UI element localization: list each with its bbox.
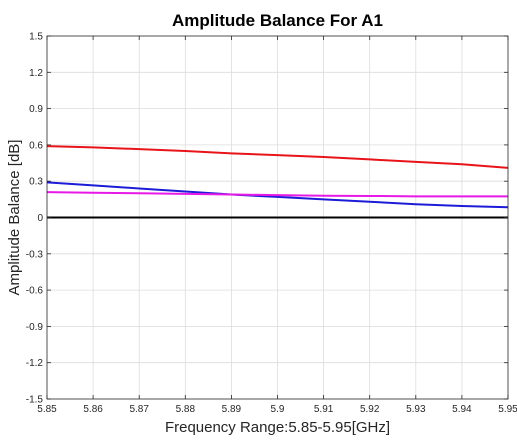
y-tick-label: -0.6 [26, 286, 44, 297]
y-axis-label: Amplitude Balance [dB] [6, 140, 23, 296]
x-tick-label: 5.9 [271, 404, 285, 415]
y-tick-label: 0.9 [29, 104, 43, 115]
y-tick-label: -0.3 [26, 249, 44, 260]
series-line-1 [46, 145, 509, 169]
y-tick-label: 0 [37, 213, 43, 224]
x-tick-label: 5.89 [222, 404, 242, 415]
x-tick-label: 5.94 [452, 404, 472, 415]
y-tick-label: 0.3 [29, 177, 43, 188]
series-layer [46, 145, 509, 219]
x-tick-label: 5.93 [406, 404, 426, 415]
y-tick-label: 1.5 [29, 32, 43, 43]
x-tick-label: 5.86 [83, 404, 103, 415]
x-tick-label: 5.95 [498, 404, 517, 415]
y-tick-label: -0.9 [26, 322, 44, 333]
x-tick-label: 5.85 [37, 404, 57, 415]
tick-layer: 5.85 5.86 5.87 5.88 5.89 5.9 5.91 5.92 5.93 5.94 5… [26, 32, 517, 416]
series-line-3 [46, 191, 508, 198]
series-line-2 [46, 181, 509, 209]
y-tick-label: -1.2 [26, 358, 44, 369]
x-axis-label: Frequency Range:5.85-5.95[GHz] [165, 419, 390, 436]
x-tick-label: 5.87 [129, 404, 149, 415]
x-tick-label: 5.91 [314, 404, 334, 415]
y-tick-label: 1.2 [29, 68, 43, 79]
chart-title: Amplitude Balance For A1 [172, 11, 383, 30]
x-tick-label: 5.88 [176, 404, 196, 415]
y-tick-label: -1.5 [26, 395, 44, 406]
x-tick-label: 5.92 [360, 404, 380, 415]
y-tick-label: 0.6 [29, 140, 43, 151]
